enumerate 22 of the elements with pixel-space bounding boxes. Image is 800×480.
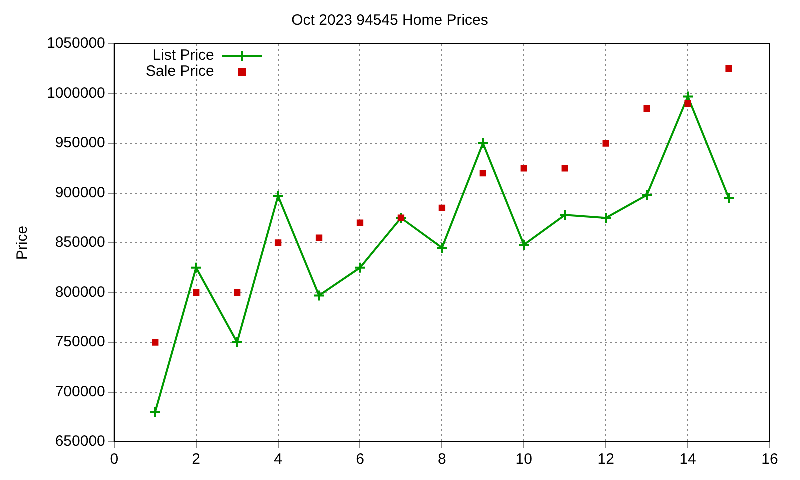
x-tick-label: 2 (192, 451, 201, 468)
x-tick-label: 6 (356, 451, 364, 468)
y-tick-label: 700000 (55, 383, 106, 400)
y-tick-label: 1000000 (46, 84, 106, 102)
y-axis-title: Price (14, 226, 32, 260)
chart-title: Oct 2023 94545 Home Prices (292, 12, 488, 30)
x-tick-label: 0 (110, 451, 119, 468)
x-tick-label: 16 (762, 451, 778, 468)
y-tick-label: 750000 (55, 334, 106, 351)
x-tick-label: 4 (274, 451, 282, 468)
y-tick-label: 950000 (55, 134, 106, 152)
legend-label: List Price (152, 47, 214, 64)
y-tick-label: 800000 (55, 284, 106, 301)
y-tick-label: 650000 (55, 433, 106, 450)
x-tick-label: 8 (438, 451, 446, 468)
x-tick-label: 12 (598, 451, 614, 468)
y-tick-label: 900000 (55, 184, 106, 202)
legend-label: Sale Price (146, 63, 214, 80)
y-tick-label: 850000 (55, 234, 106, 252)
x-tick-label: 14 (680, 451, 696, 468)
x-tick-label: 10 (516, 451, 532, 468)
y-tick-label: 1050000 (46, 35, 106, 52)
